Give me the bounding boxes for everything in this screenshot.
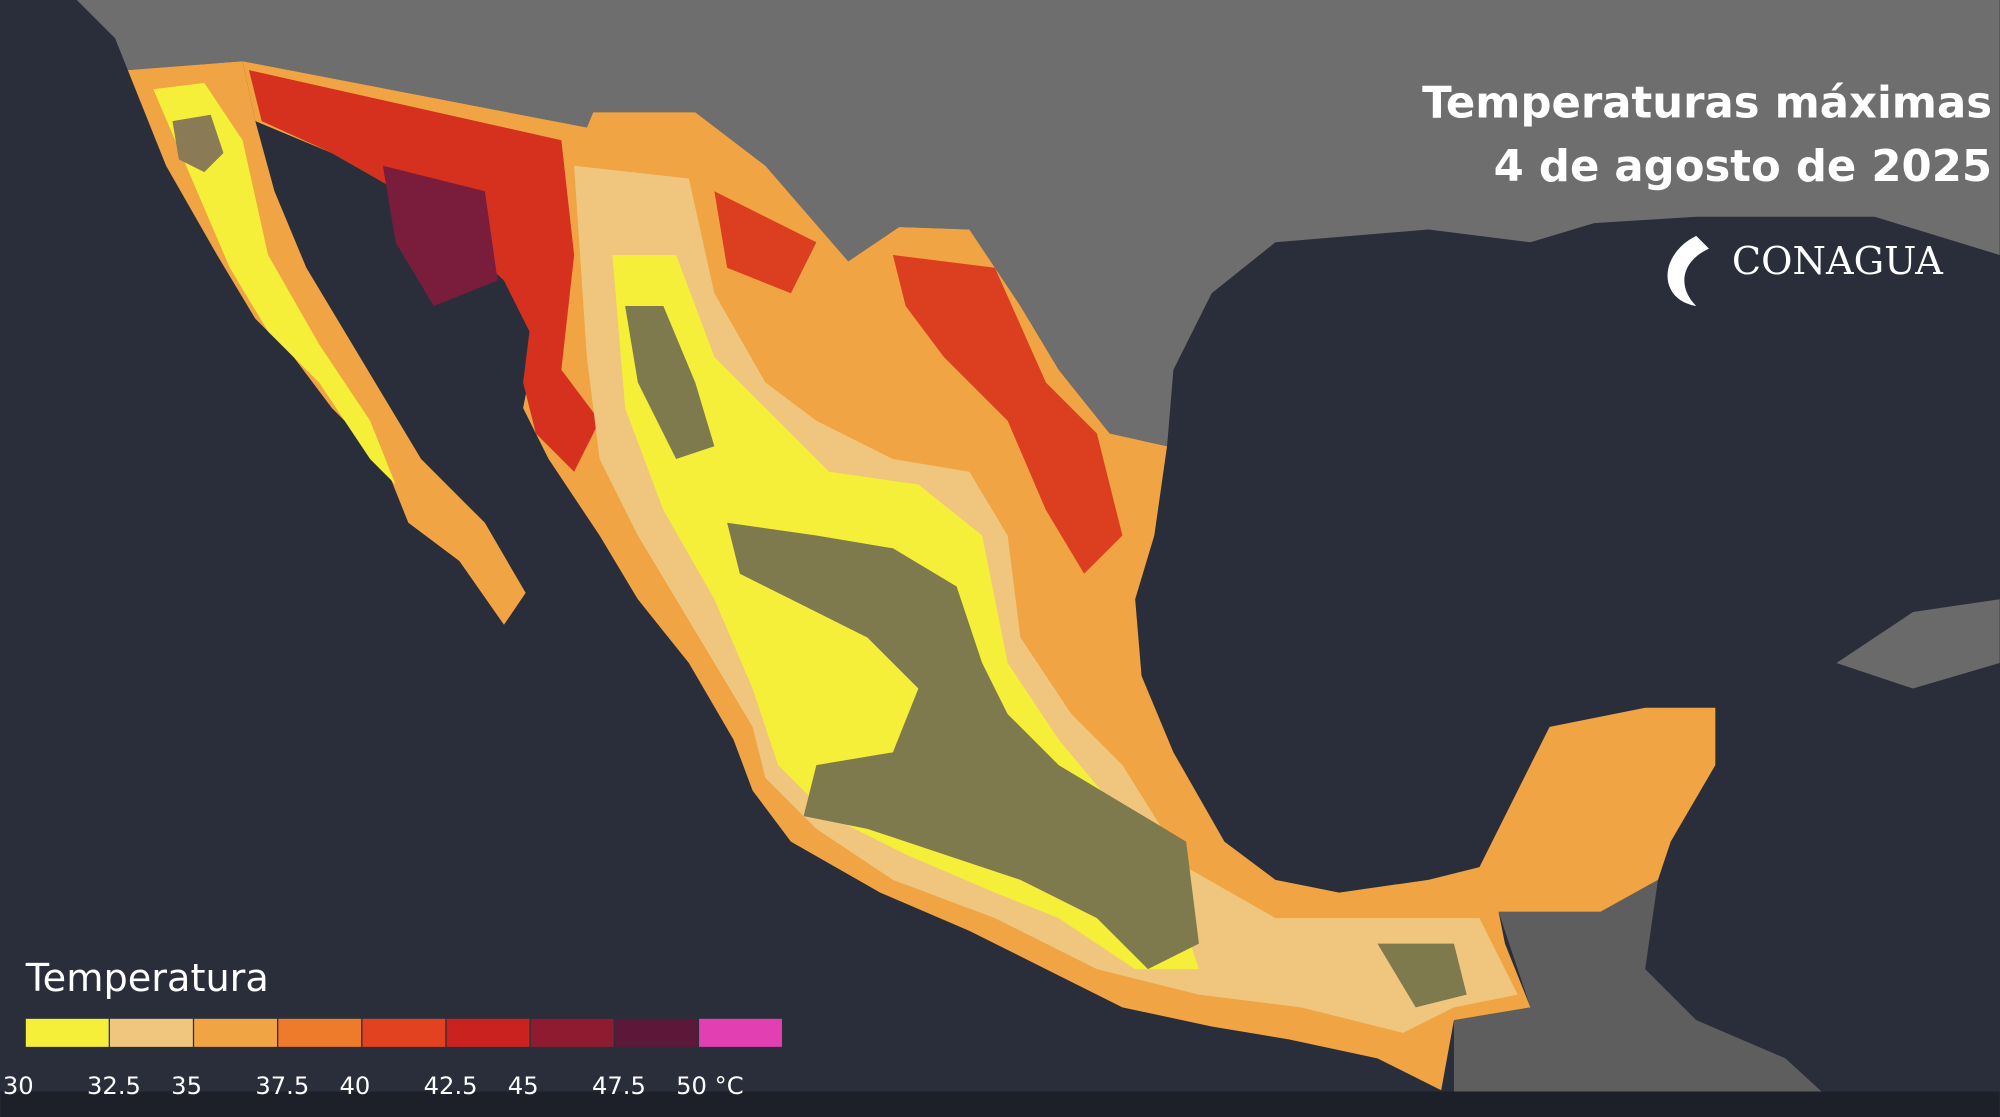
date: 4 de agosto de 2025 (1494, 142, 1992, 192)
legend-swatch (278, 1018, 362, 1047)
logo-icon (1667, 235, 1709, 307)
legend-swatch (699, 1018, 782, 1047)
legend-tick-label: 47.5 (592, 1072, 646, 1100)
bottom-band (0, 1091, 2000, 1117)
highland-terrain (625, 306, 1467, 1008)
legend-swatch (530, 1018, 614, 1047)
yucatan (1543, 720, 1697, 893)
north-hot-zone (714, 191, 1123, 574)
legend-title: Temperatura (25, 956, 269, 1001)
sonora-extreme (382, 165, 498, 307)
baja-highland (172, 114, 224, 173)
legend-swatch (194, 1018, 278, 1047)
legend-tick-label: 42.5 (424, 1072, 478, 1100)
legend: 30 32.5 35 37.5 40 42.5 45 47.5 50 °C (3, 1018, 782, 1100)
sonora-hot-zone (248, 70, 600, 472)
legend-tick-label: 50 °C (676, 1072, 744, 1100)
legend-swatch (614, 1018, 698, 1047)
legend-tick-label: 40 (339, 1072, 370, 1100)
legend-tick-label: 37.5 (255, 1072, 309, 1100)
legend-tick-label: 32.5 (87, 1072, 141, 1100)
baja-cool-zone (153, 82, 396, 485)
cuba (1836, 599, 2000, 689)
logo-name: CONAGUA (1732, 239, 1943, 284)
legend-tick-label: 45 (508, 1072, 539, 1100)
legend-swatch (25, 1018, 109, 1047)
central-america (1453, 879, 1850, 1117)
title: Temperaturas máximas (1422, 78, 1992, 128)
legend-tick-label: 35 (171, 1072, 202, 1100)
legend-swatch (109, 1018, 193, 1047)
legend-swatch (362, 1018, 446, 1047)
legend-swatch (446, 1018, 530, 1047)
legend-tick-label: 30 (3, 1072, 34, 1100)
usa-land (76, 0, 2000, 447)
